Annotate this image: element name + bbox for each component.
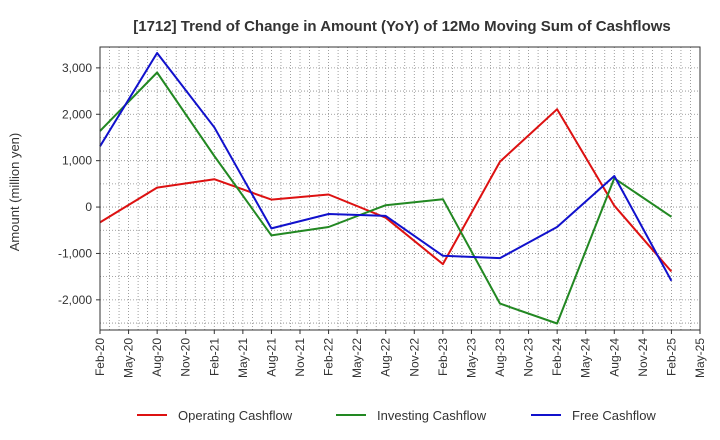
x-tick-label: Nov-21 [293, 338, 307, 377]
y-axis-label: Amount (million yen) [7, 133, 22, 252]
x-tick-label: Aug-22 [379, 338, 393, 377]
series-line-free-cashflow [99, 52, 673, 282]
x-tick-label: Aug-23 [493, 338, 507, 377]
legend-label: Free Cashflow [572, 408, 656, 423]
y-tick-label: 1,000 [62, 154, 92, 168]
x-tick-label: May-24 [579, 338, 593, 378]
legend-label: Investing Cashflow [377, 408, 487, 423]
y-tick-labels: 3,000 2,000 1,000 0 -1,000 -2,000 [58, 61, 100, 307]
x-tick-label: Feb-23 [436, 338, 450, 376]
plot-frame [99, 46, 701, 331]
x-tick-label: May-22 [350, 338, 364, 378]
x-tick-labels: Feb-20 May-20 Aug-20 Nov-20 Feb-21 May-21 Aug-… [93, 330, 707, 378]
x-tick-label: Nov-22 [407, 338, 421, 377]
x-tick-label: May-25 [693, 338, 707, 378]
x-tick-label: Nov-23 [522, 338, 536, 377]
x-tick-label: Nov-20 [179, 338, 193, 377]
x-tick-label: Feb-24 [550, 338, 564, 376]
series-line-investing-cashflow [99, 71, 672, 325]
x-tick-label: Aug-21 [264, 338, 278, 377]
x-tick-label: May-23 [464, 338, 478, 378]
x-tick-label: Aug-24 [607, 338, 621, 377]
x-tick-label: Feb-22 [322, 338, 336, 376]
x-tick-label: Nov-24 [636, 338, 650, 377]
x-tick-label: May-21 [236, 338, 250, 378]
y-tick-label: 2,000 [62, 107, 92, 121]
y-tick-label: 0 [85, 200, 92, 214]
y-tick-label: 3,000 [62, 61, 92, 75]
series-lines [99, 52, 673, 325]
x-tick-label: Aug-20 [150, 338, 164, 377]
x-tick-label: May-20 [122, 338, 136, 378]
series-line-operating-cashflow [99, 108, 673, 273]
x-tick-label: Feb-21 [207, 338, 221, 376]
x-tick-label: Feb-20 [93, 338, 107, 376]
x-tick-label: Feb-25 [664, 338, 678, 376]
legend: Operating Cashflow Investing Cashflow Free… [137, 408, 656, 423]
y-tick-label: -2,000 [58, 293, 92, 307]
chart-title: [1712] Trend of Change in Amount (YoY) o… [133, 18, 671, 35]
y-tick-label: -1,000 [58, 246, 92, 260]
legend-label: Operating Cashflow [178, 408, 293, 423]
